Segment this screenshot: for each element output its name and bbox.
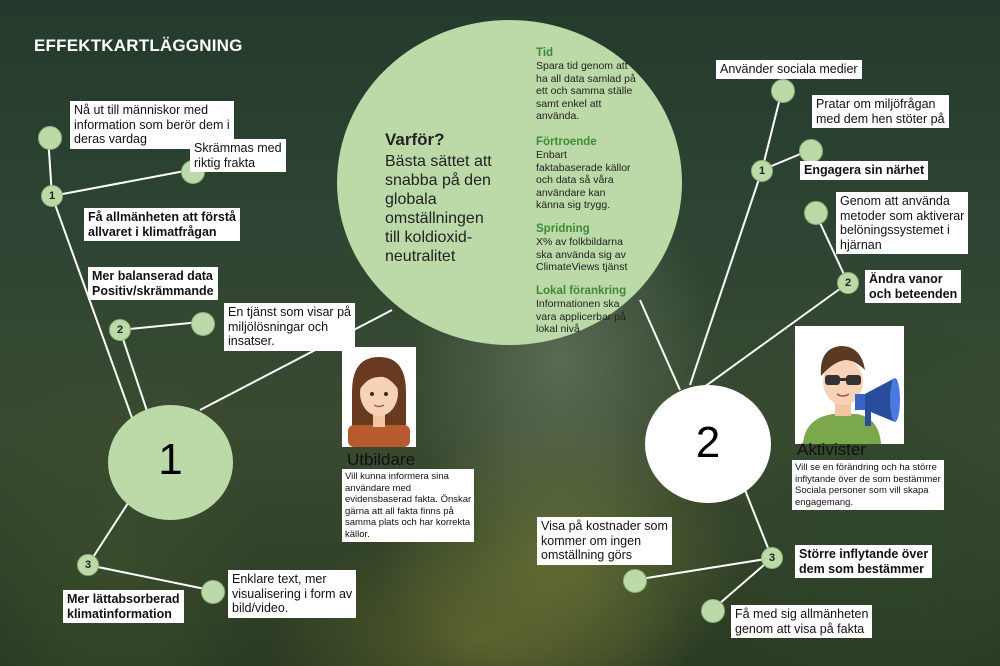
- reason-heading: Lokal förankring: [536, 285, 627, 297]
- reason-text: Informationen ska vara applicerbar på lo…: [536, 298, 626, 335]
- page-title: EFFEKTKARTLÄGGNING: [34, 36, 243, 55]
- reason-text: Spara tid genom att ha all data samlad p…: [536, 60, 636, 122]
- reason-text: Enbart faktabaserade källor och data så …: [536, 149, 631, 211]
- educator-icon: [348, 357, 410, 447]
- item-label: Enklare text, mer visualisering i form a…: [228, 570, 357, 618]
- reason-heading: Spridning: [536, 223, 590, 235]
- reason-trust: Förtroende Enbart faktabaserade källor o…: [536, 136, 656, 212]
- branch-node: 1: [41, 185, 63, 207]
- activist-icon: [803, 346, 900, 444]
- branch-node: 3: [77, 554, 99, 576]
- activist-avatar: [795, 326, 904, 444]
- group1-number: 1: [158, 435, 183, 484]
- item-node: [38, 126, 62, 150]
- item-node: [771, 79, 795, 103]
- item-label: Få med sig allmänheten genom att visa på…: [731, 605, 873, 638]
- educator-name: Utbildare: [347, 450, 416, 469]
- goal-label: Engagera sin närhet: [800, 161, 929, 180]
- item-node: [804, 201, 828, 225]
- why-block: Varför? Bästa sättet att snabba på den g…: [385, 130, 525, 266]
- goal-label: Större inflytande över dem som bestämmer: [795, 545, 933, 578]
- item-label: Genom att använda metoder som aktiverar …: [836, 192, 969, 254]
- branch-node: 2: [109, 319, 131, 341]
- educator-avatar: [342, 347, 416, 447]
- why-heading: Varför?: [385, 130, 445, 149]
- item-node: [701, 599, 725, 623]
- educator-description: Vill kunna informera sina användare med …: [342, 469, 475, 542]
- item-node: [623, 569, 647, 593]
- goal-label: Ändra vanor och beteenden: [865, 270, 962, 303]
- item-label: Pratar om miljöfrågan med dem hen stöter…: [812, 95, 949, 128]
- goal-label: Få allmänheten att förstå allvaret i kli…: [84, 208, 240, 241]
- item-label: Använder sociala medier: [716, 60, 862, 79]
- group2-number: 2: [695, 418, 721, 467]
- activist-name: Aktivister: [797, 440, 866, 459]
- group1-circle: [108, 405, 233, 520]
- reason-heading: Tid: [536, 47, 554, 59]
- branch-node: 3: [761, 547, 783, 569]
- reason-time: Tid Spara tid genom att ha all data saml…: [536, 47, 656, 123]
- item-node: [201, 580, 225, 604]
- item-label: En tjänst som visar på miljölösningar oc…: [224, 303, 355, 351]
- goal-label: Mer balanserad data Positiv/skrämmande: [88, 267, 218, 300]
- branch-node: 1: [751, 160, 773, 182]
- item-label: Visa på kostnader som kommer om ingen om…: [537, 517, 672, 565]
- group2-circle: [645, 385, 771, 503]
- reason-heading: Förtroende: [536, 136, 597, 148]
- item-label: Skrämmas med riktig frakta: [190, 139, 286, 172]
- goal-label: Mer lättabsorberad klimatinformation: [63, 590, 184, 623]
- branch-node: 2: [837, 272, 859, 294]
- reason-spread: Spridning X% av folkbildarna ska använda…: [536, 223, 656, 274]
- item-node: [799, 139, 823, 163]
- why-circle: [337, 20, 682, 345]
- reason-text: X% av folkbildarna ska använda sig av Cl…: [536, 236, 628, 273]
- reason-local: Lokal förankring Informationen ska vara …: [536, 285, 656, 336]
- item-node: [191, 312, 215, 336]
- activist-description: Vill se en förändring och ha större infl…: [792, 460, 944, 510]
- why-text: Bästa sättet att snabba på den globala o…: [385, 153, 492, 265]
